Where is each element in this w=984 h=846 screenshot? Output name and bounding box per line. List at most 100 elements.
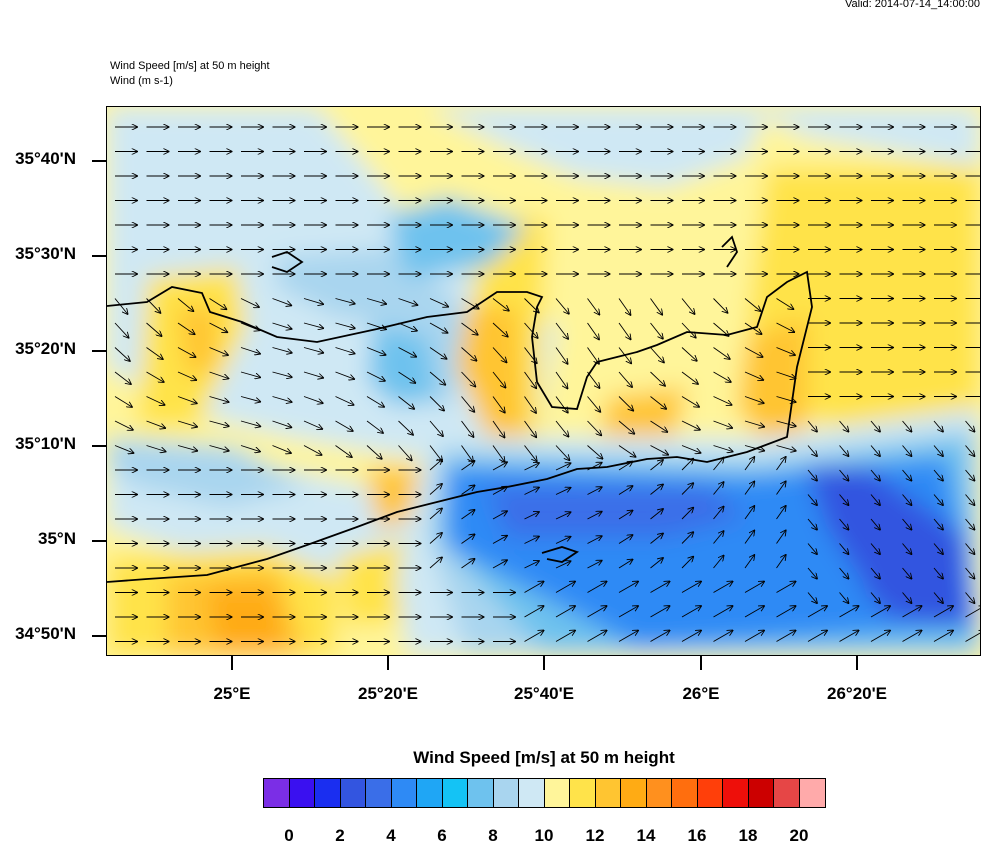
wind-arrow — [870, 469, 880, 481]
wind-arrow — [713, 507, 724, 520]
wind-arrow — [555, 396, 568, 413]
wind-arrow — [744, 506, 754, 520]
wind-arrow — [650, 534, 664, 544]
wind-arrow — [807, 606, 827, 618]
wind-arrow — [177, 298, 193, 312]
wind-arrow — [744, 445, 764, 451]
lat-label-35-30: 35°30'N — [15, 244, 76, 263]
wind-arrow — [902, 445, 912, 457]
wind-arrow — [776, 555, 786, 569]
wind-arrow — [240, 371, 260, 377]
wind-arrow — [744, 606, 764, 618]
colorbar-swatch — [774, 779, 800, 807]
wind-arrow — [618, 347, 631, 364]
wind-arrow — [429, 322, 448, 333]
lon-label-26: 26°E — [682, 684, 720, 703]
wind-arrow — [587, 582, 607, 593]
wind-arrow — [713, 396, 732, 405]
wind-arrow — [335, 396, 354, 405]
wind-arrow — [114, 347, 130, 362]
island-outline — [271, 251, 304, 273]
wind-arrow — [524, 631, 544, 642]
wind-arrow — [839, 567, 849, 579]
wind-arrow — [587, 322, 600, 339]
wind-arrow — [681, 445, 701, 453]
wind-arrow — [618, 420, 634, 434]
wind-arrow — [713, 631, 733, 642]
wind-arrow — [587, 445, 603, 459]
wind-arrow — [209, 322, 228, 332]
wind-arrow — [429, 396, 444, 411]
wind-arrow — [146, 445, 166, 452]
wind-arrow — [555, 445, 570, 461]
wind-arrow — [681, 532, 693, 544]
wind-arrow — [839, 420, 849, 432]
wind-arrow — [555, 347, 568, 364]
colorbar-swatch — [646, 779, 672, 807]
wind-arrow — [933, 518, 943, 530]
wind-arrow — [524, 347, 537, 364]
lat-tick — [92, 540, 106, 542]
wind-arrow — [933, 445, 943, 457]
wind-arrow — [461, 534, 475, 544]
wind-arrow — [335, 371, 355, 379]
wind-arrow — [776, 582, 796, 593]
wind-arrow — [713, 371, 731, 382]
lat-label-35-00: 35°N — [38, 529, 76, 548]
wind-arrow — [713, 606, 733, 618]
wind-arrow — [177, 396, 197, 404]
wind-arrow — [618, 322, 631, 339]
colorbar-swatch — [748, 779, 774, 807]
wind-arrow — [713, 420, 733, 428]
colorbar-label: 4 — [386, 826, 396, 845]
wind-arrow — [272, 347, 292, 353]
wind-arrow — [744, 371, 763, 380]
wind-arrow — [398, 420, 414, 435]
wind-arrow — [555, 537, 571, 544]
wind-arrow — [461, 298, 479, 309]
wind-arrow — [429, 347, 447, 359]
colorbar-swatch — [621, 779, 647, 807]
wind-arrow — [461, 420, 474, 437]
wind-arrow — [461, 559, 475, 569]
wind-arrow — [744, 347, 763, 358]
colorbar — [263, 778, 826, 808]
wind-arrow — [492, 420, 505, 437]
wind-arrow — [461, 371, 476, 387]
wind-arrow — [870, 567, 880, 579]
wind-arrow — [209, 298, 227, 310]
wind-arrow — [713, 347, 730, 360]
wind-arrow — [965, 543, 975, 555]
wind-arrow — [587, 487, 602, 495]
vector-title: Wind (m s-1) — [110, 75, 173, 87]
wind-arrow — [555, 582, 575, 593]
wind-arrow — [650, 396, 667, 409]
wind-arrow — [209, 396, 229, 403]
wind-arrow — [303, 371, 323, 378]
wind-arrow — [209, 371, 229, 379]
wind-arrow — [681, 459, 693, 471]
wind-arrow — [461, 461, 475, 471]
wind-arrow — [461, 396, 475, 412]
wind-arrow — [492, 371, 506, 388]
wind-arrow — [114, 445, 134, 454]
lat-label-35-10: 35°10'N — [15, 434, 76, 453]
wind-arrow — [492, 322, 508, 337]
wind-arrow — [933, 420, 943, 432]
wind-arrow — [650, 420, 668, 432]
wind-arrow — [776, 371, 796, 378]
colorbar-swatch — [264, 779, 290, 807]
wind-arrow — [681, 298, 695, 315]
wind-arrow — [776, 457, 786, 471]
lon-tick — [387, 656, 389, 670]
wind-arrow — [902, 518, 912, 530]
wind-arrow — [335, 322, 355, 328]
colorbar-swatch — [672, 779, 698, 807]
wind-arrow — [965, 631, 980, 642]
wind-arrow — [335, 420, 353, 431]
wind-arrow — [524, 322, 538, 338]
lat-label-35-40: 35°40'N — [15, 149, 76, 168]
wind-arrow — [335, 298, 355, 304]
wind-arrow — [492, 511, 507, 520]
colorbar-swatch — [544, 779, 570, 807]
